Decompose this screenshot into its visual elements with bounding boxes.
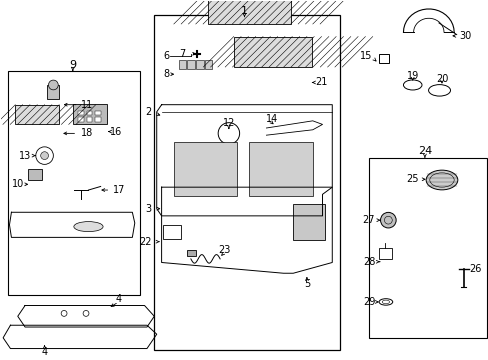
Bar [162, 225, 181, 239]
Text: 8: 8 [163, 69, 169, 79]
Text: 16: 16 [110, 127, 122, 136]
Bar [178, 60, 185, 69]
Text: 30: 30 [458, 31, 470, 41]
Bar [73, 104, 107, 125]
Text: 13: 13 [19, 150, 31, 161]
Text: 14: 14 [266, 114, 278, 124]
Bar [15, 105, 59, 125]
Text: 19: 19 [406, 71, 418, 81]
Text: 18: 18 [81, 129, 93, 138]
Text: 21: 21 [315, 77, 327, 87]
Text: 4: 4 [41, 347, 47, 357]
Text: 20: 20 [435, 74, 447, 84]
Text: 1: 1 [241, 6, 247, 16]
Ellipse shape [74, 222, 103, 231]
Text: 4: 4 [115, 294, 122, 304]
Text: 25: 25 [406, 174, 418, 184]
Text: 23: 23 [217, 245, 230, 255]
Bar [27, 169, 42, 180]
Bar [78, 111, 83, 115]
Bar [173, 142, 237, 196]
Bar [47, 85, 59, 99]
Text: 3: 3 [145, 204, 152, 214]
Text: 7: 7 [179, 49, 184, 59]
Text: 22: 22 [139, 237, 152, 247]
Text: 17: 17 [113, 185, 125, 195]
Text: 15: 15 [359, 51, 371, 61]
Text: 10: 10 [12, 179, 24, 189]
Bar [204, 60, 212, 69]
Bar [196, 60, 203, 69]
Text: 5: 5 [303, 279, 309, 289]
Text: 26: 26 [468, 264, 480, 274]
Circle shape [48, 80, 58, 90]
Text: 11: 11 [81, 100, 93, 110]
Bar [378, 54, 388, 63]
Bar [187, 249, 196, 256]
Bar [233, 37, 311, 67]
Text: 2: 2 [145, 107, 152, 117]
Text: 6: 6 [163, 51, 169, 61]
Bar [368, 158, 487, 338]
Bar [249, 142, 312, 196]
Text: 9: 9 [69, 59, 76, 69]
Bar [95, 111, 101, 115]
Bar [86, 111, 92, 115]
Bar [207, 0, 290, 24]
Bar [78, 117, 83, 122]
Circle shape [41, 152, 48, 159]
Circle shape [380, 212, 395, 228]
Text: 24: 24 [417, 146, 431, 156]
Bar [86, 117, 92, 122]
Bar [8, 71, 140, 295]
Text: 28: 28 [362, 257, 374, 267]
Text: 29: 29 [362, 297, 374, 307]
Bar [95, 117, 101, 122]
Bar [293, 204, 325, 240]
Bar [154, 15, 339, 350]
Text: 27: 27 [362, 215, 374, 225]
Bar [378, 248, 391, 259]
Ellipse shape [425, 170, 457, 190]
Bar [187, 60, 194, 69]
Text: 12: 12 [222, 118, 235, 128]
